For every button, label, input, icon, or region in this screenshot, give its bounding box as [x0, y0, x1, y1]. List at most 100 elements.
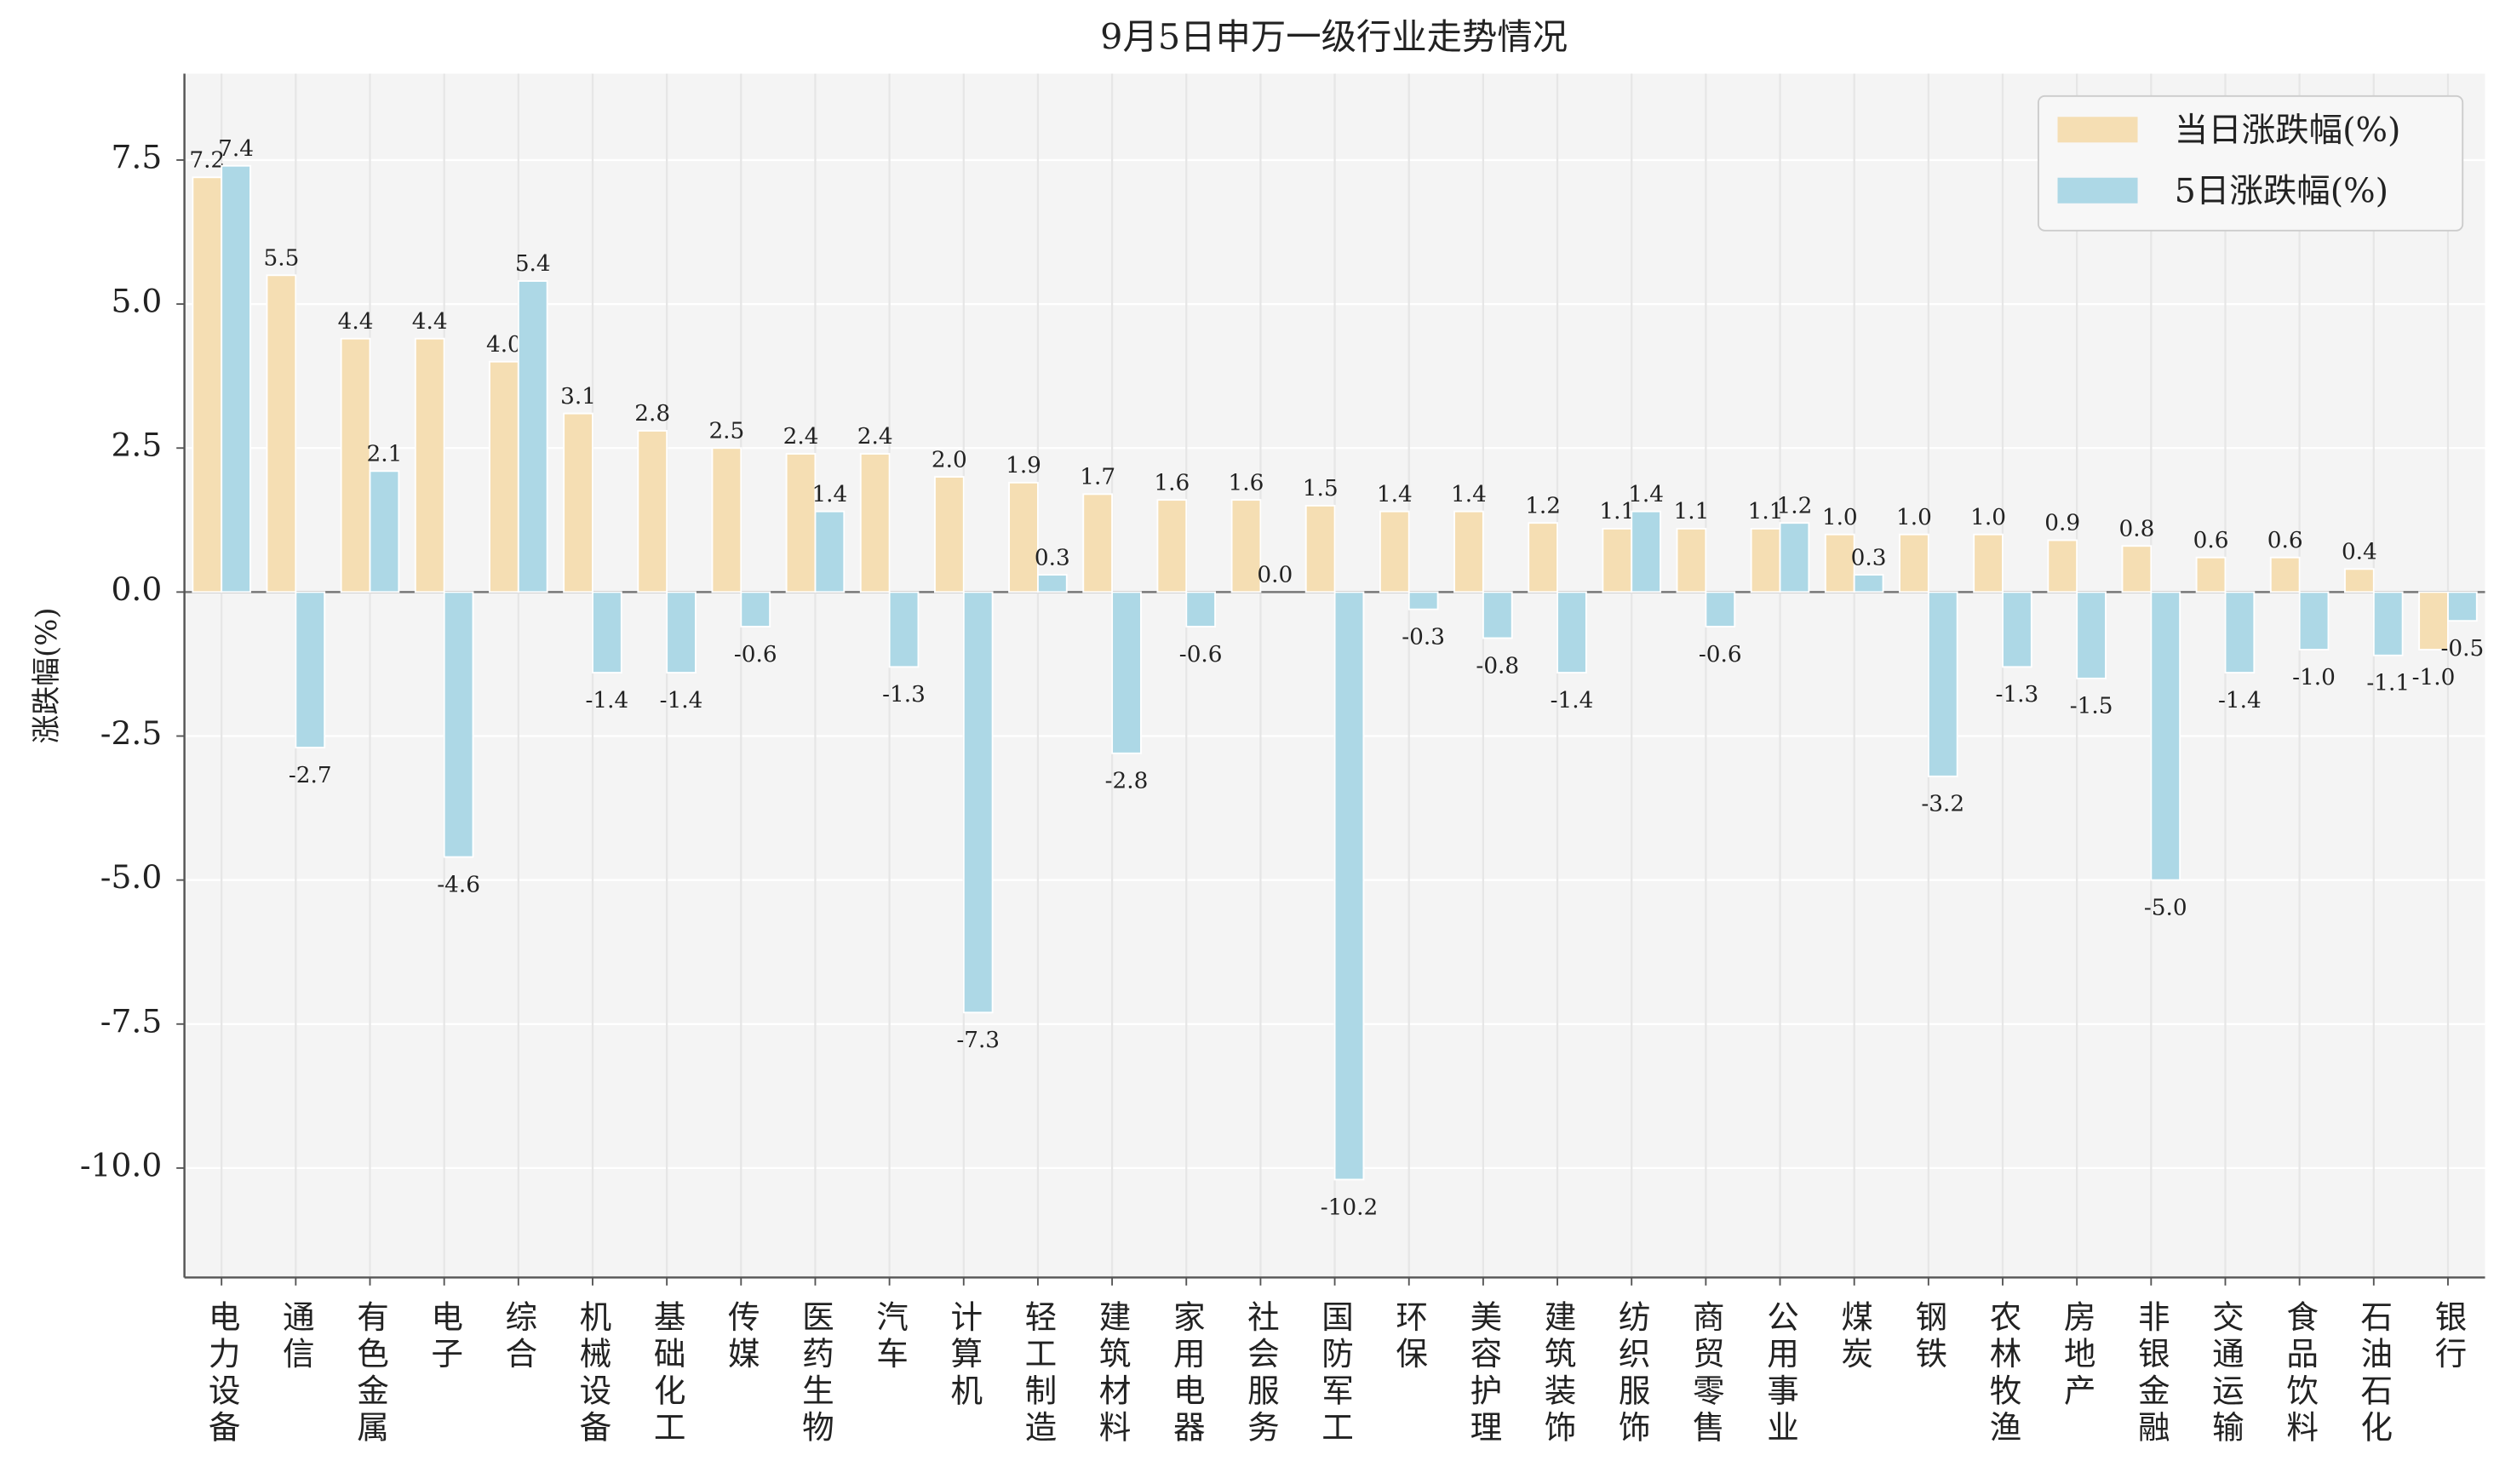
value-label: -1.4: [1551, 688, 1594, 713]
y-axis-label: 涨跌幅(%): [30, 607, 63, 743]
x-tick-label: 家用电器: [1167, 1300, 1205, 1447]
bar: [1008, 481, 1039, 593]
bar: [1185, 591, 1217, 627]
x-tick-label: 美容护理: [1465, 1300, 1502, 1447]
value-label: -4.6: [437, 872, 480, 897]
bar: [711, 447, 742, 593]
value-label: 7.4: [218, 136, 254, 162]
x-tick-label: 综合: [500, 1300, 537, 1373]
value-label: 2.4: [857, 424, 893, 450]
value-label: 4.4: [338, 309, 374, 335]
x-tick-label: 电力设备: [203, 1300, 240, 1447]
bar: [2372, 591, 2404, 656]
bar: [221, 164, 251, 593]
bar: [295, 591, 326, 748]
bar: [1750, 528, 1781, 593]
bar: [1676, 528, 1707, 593]
value-label: 0.9: [2044, 511, 2080, 536]
x-tick-label: 电子: [426, 1300, 463, 1373]
y-tick-label: -7.5: [100, 1002, 163, 1040]
x-tick-label: 传媒: [722, 1300, 760, 1373]
value-label: -1.3: [882, 682, 926, 708]
value-label: -1.4: [660, 688, 703, 713]
x-tick-label: 医药生物: [796, 1300, 834, 1447]
value-label: 0.4: [2342, 540, 2377, 565]
bar: [1779, 522, 1810, 593]
value-label: 1.5: [1303, 476, 1339, 501]
value-label: -0.5: [2441, 636, 2485, 662]
y-tick-label: 5.0: [111, 283, 162, 320]
bar: [443, 591, 474, 858]
value-label: 1.0: [1822, 505, 1858, 530]
legend-label: 当日涨跌幅(%): [2175, 111, 2401, 150]
value-label: 1.0: [1970, 505, 2006, 530]
x-tick-label: 国防军工: [1316, 1300, 1354, 1447]
value-label: 1.4: [1451, 482, 1487, 507]
bar: [2121, 545, 2153, 593]
bar: [1230, 499, 1262, 593]
x-tick-label: 公用事业: [1762, 1300, 1799, 1447]
value-label: -1.4: [2218, 688, 2262, 713]
bar: [1407, 591, 1439, 610]
value-label: 5.4: [515, 251, 551, 277]
x-tick-label: 商贸零售: [1687, 1300, 1724, 1447]
value-label: 2.1: [366, 441, 402, 467]
x-tick-label: 通信: [277, 1300, 314, 1373]
y-tick-label: 7.5: [111, 138, 162, 175]
bar: [1853, 574, 1884, 593]
value-label: -0.6: [1699, 642, 1742, 668]
legend-label: 5日涨跌幅(%): [2175, 172, 2388, 211]
bar: [1036, 574, 1068, 593]
bar: [2418, 591, 2449, 650]
value-label: -10.2: [1321, 1195, 1378, 1220]
x-tick-label: 纺织服饰: [1613, 1300, 1650, 1447]
x-tick-label: 建筑材料: [1093, 1300, 1131, 1447]
bar: [563, 412, 593, 593]
x-tick-label: 计算机: [945, 1300, 983, 1411]
value-label: -2.8: [1105, 769, 1149, 794]
bar: [192, 176, 223, 593]
x-tick-label: 非银金融: [2132, 1300, 2170, 1447]
bar: [1082, 493, 1114, 593]
value-label: 0.3: [1851, 545, 1887, 570]
value-label: -1.1: [2366, 671, 2410, 696]
bar: [489, 360, 519, 593]
bar: [340, 337, 371, 593]
x-tick-label: 社会服务: [1241, 1300, 1279, 1447]
bar: [2298, 591, 2330, 650]
x-tick-label: 房地产: [2058, 1300, 2095, 1411]
bar: [1453, 510, 1484, 593]
bar: [2344, 568, 2375, 593]
value-label: 1.4: [1628, 482, 1664, 507]
bar: [2150, 591, 2181, 881]
value-label: 1.6: [1229, 470, 1264, 496]
bar: [369, 470, 400, 593]
bar: [637, 430, 668, 593]
bar: [785, 453, 817, 593]
y-tick-label: 0.0: [111, 570, 162, 608]
value-label: 7.2: [189, 147, 225, 173]
bar: [2076, 591, 2107, 679]
value-label: -0.3: [1402, 625, 1445, 650]
value-label: 2.0: [932, 447, 967, 473]
value-label: -3.2: [1921, 792, 1964, 817]
bar: [2195, 556, 2227, 593]
x-tick-label: 交通运输: [2206, 1300, 2244, 1447]
x-tick-label: 钢铁: [1910, 1300, 1947, 1373]
bar: [1824, 533, 1855, 593]
value-label: 0.3: [1035, 545, 1070, 570]
x-tick-label: 煤炭: [1836, 1300, 1873, 1373]
x-tick-label: 机械设备: [574, 1300, 611, 1447]
value-label: -1.5: [2070, 694, 2113, 719]
bar: [740, 591, 771, 627]
value-label: 1.1: [1748, 499, 1784, 524]
bar: [1899, 533, 1929, 593]
bar: [266, 274, 297, 593]
value-label: -2.7: [289, 763, 332, 788]
value-label: -0.6: [1179, 642, 1223, 668]
y-tick-label: -2.5: [100, 714, 163, 752]
bar: [1111, 591, 1142, 754]
value-label: 1.4: [1377, 482, 1413, 507]
